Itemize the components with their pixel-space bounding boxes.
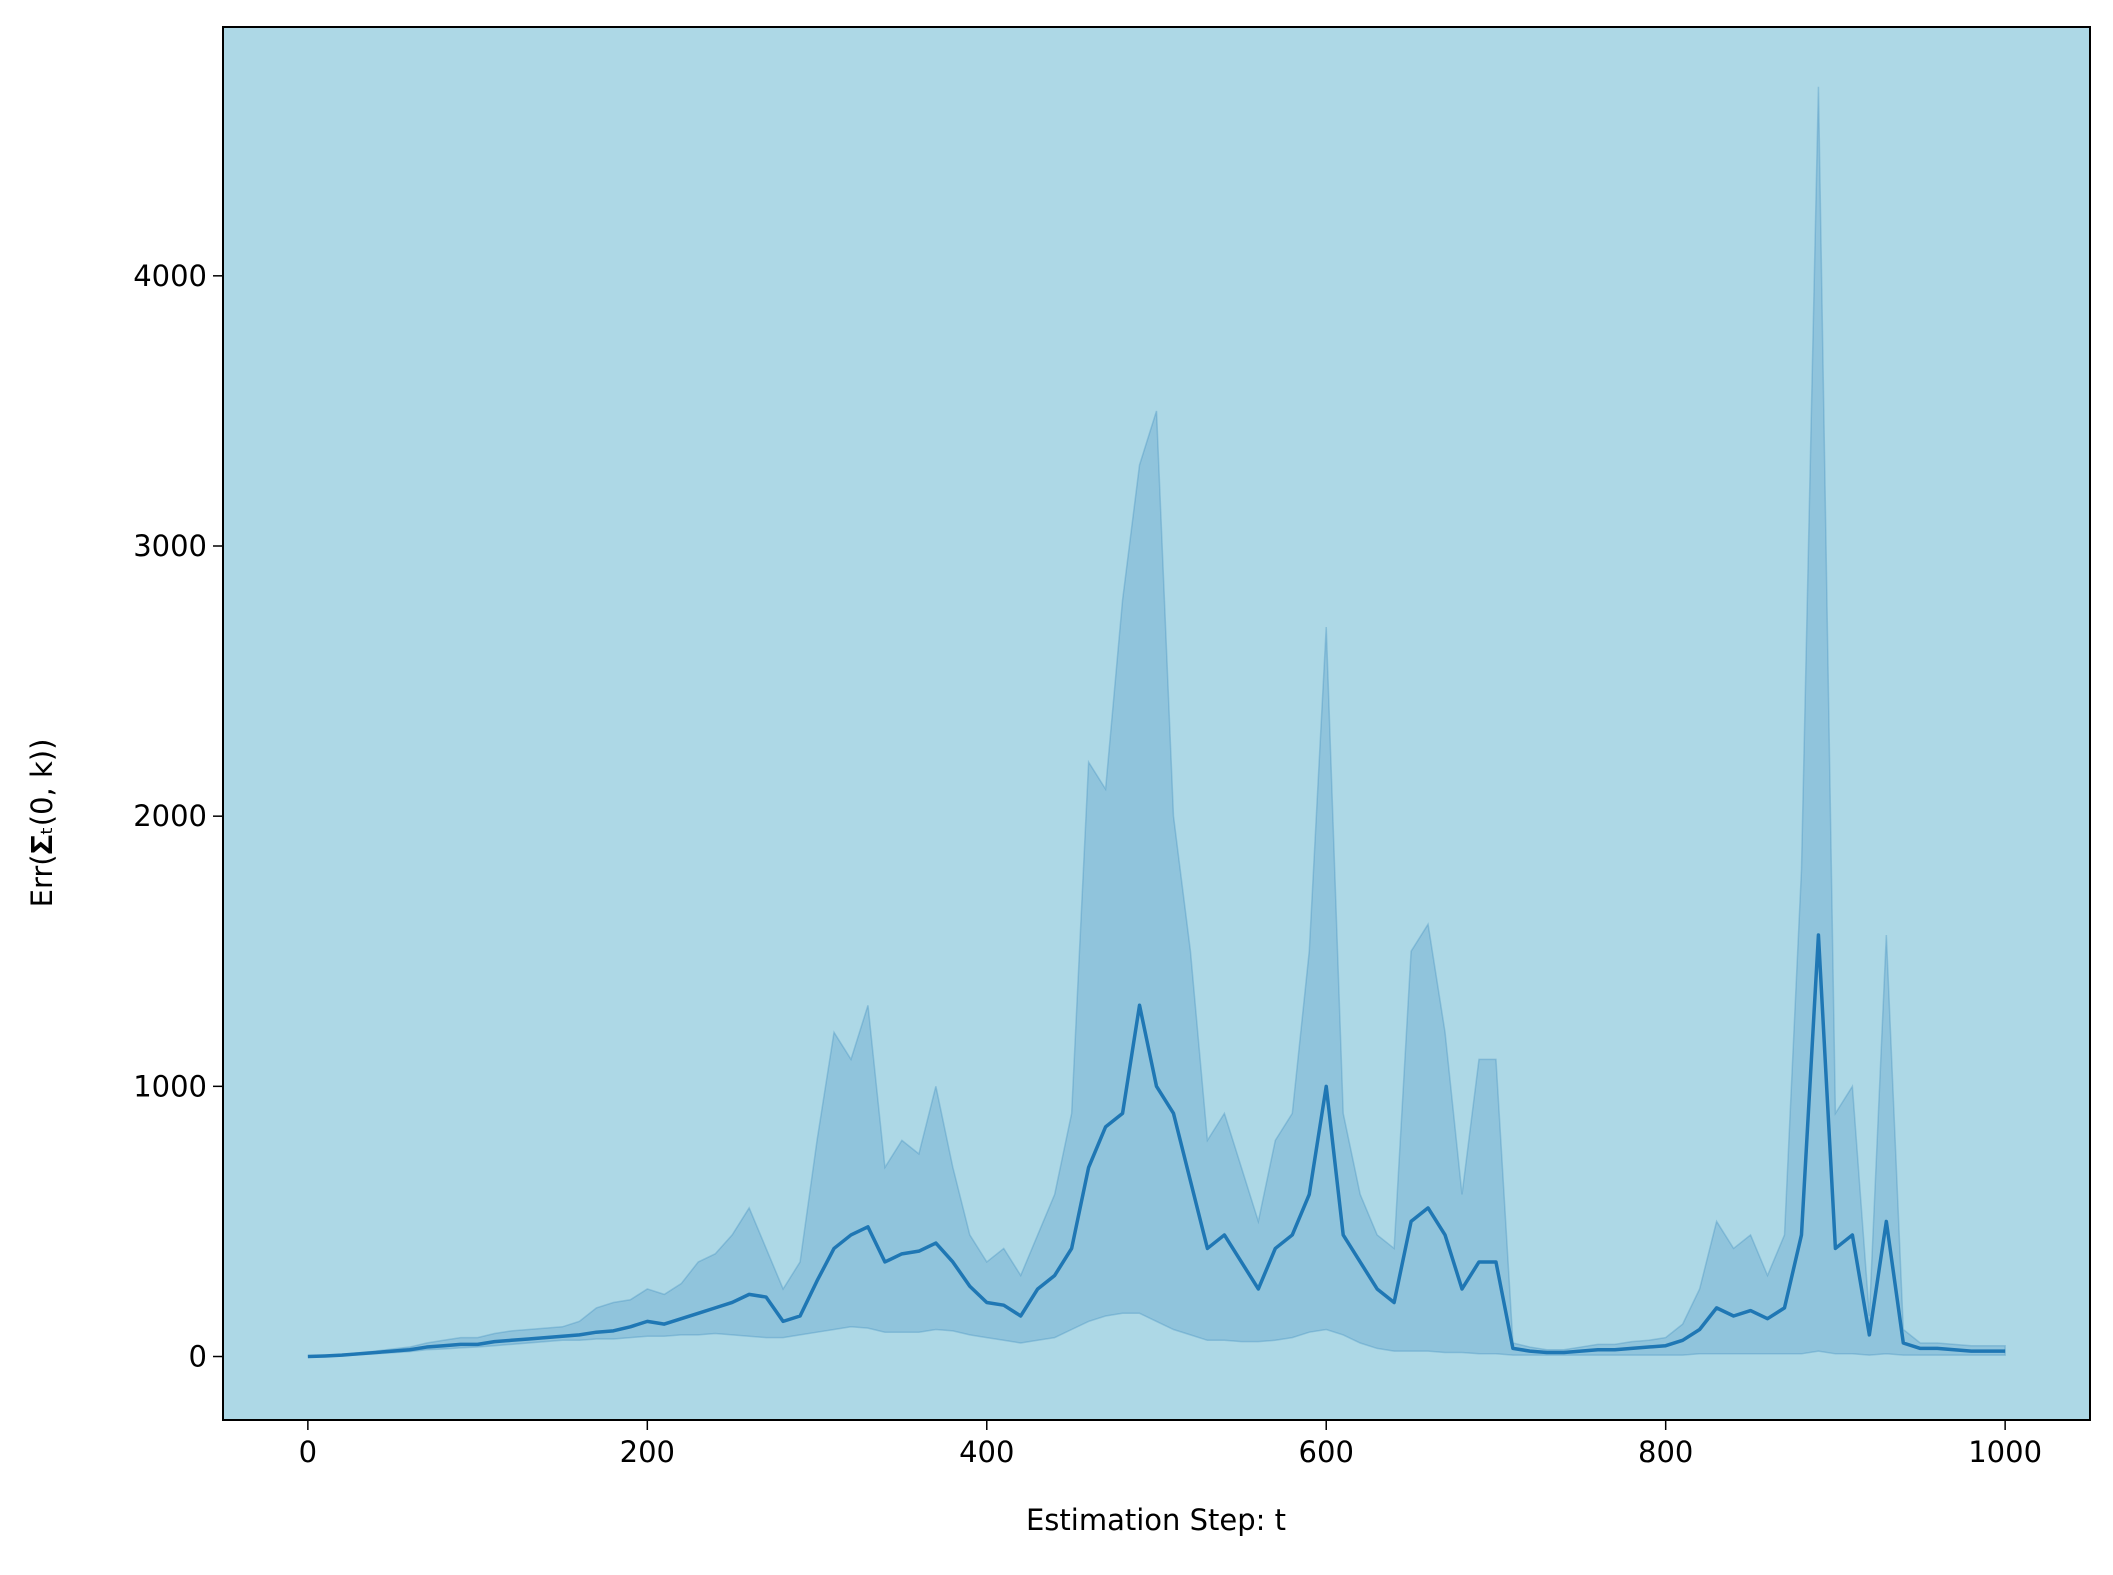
- y-tick-label: 3000: [133, 529, 207, 563]
- x-axis-label: Estimation Step: t: [1026, 1503, 1286, 1537]
- x-tick-label: 0: [299, 1435, 317, 1469]
- y-tick-label: 2000: [133, 799, 207, 833]
- x-tick-label: 800: [1638, 1435, 1693, 1469]
- x-tick-label: 1000: [1968, 1435, 2042, 1469]
- x-tick-label: 600: [1299, 1435, 1354, 1469]
- plot-area: [223, 27, 2090, 1420]
- y-tick-label: 4000: [133, 259, 207, 293]
- y-tick-label: 1000: [133, 1069, 207, 1103]
- x-tick-label: 200: [620, 1435, 675, 1469]
- mean-line: [307, 933, 2006, 1359]
- x-tick-label: 400: [959, 1435, 1014, 1469]
- y-tick-label: 0: [189, 1340, 207, 1374]
- axes-frame: [222, 26, 2091, 1421]
- y-axis-label: Err(𝚺ₜ(0, k)): [25, 739, 59, 908]
